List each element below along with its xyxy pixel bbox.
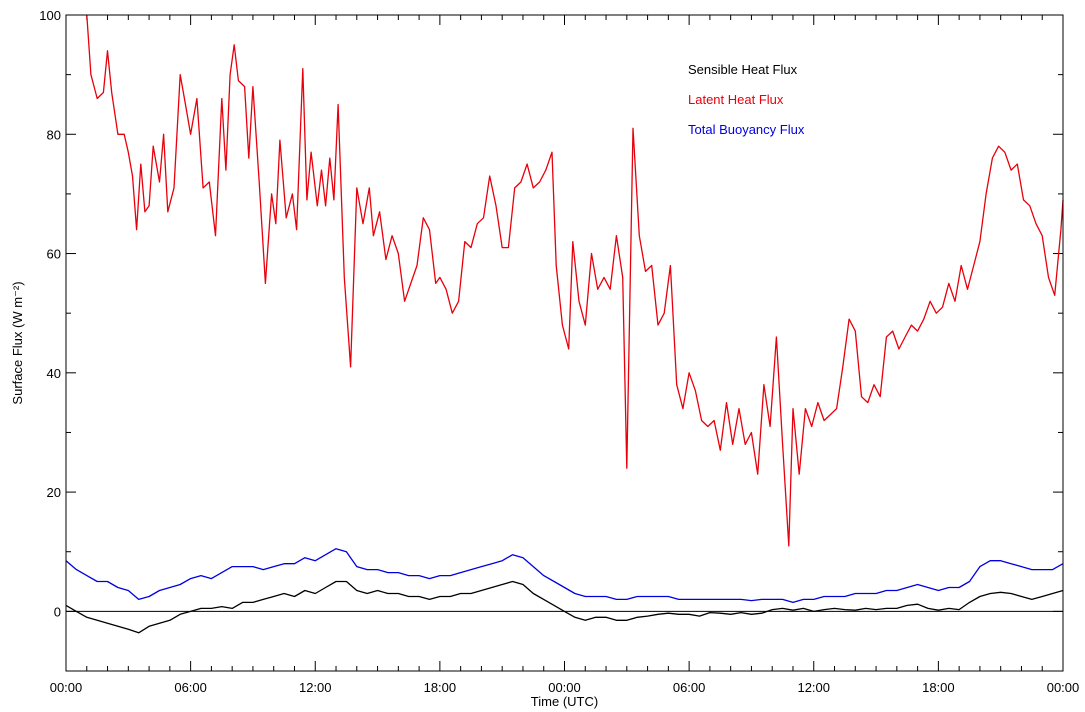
series-lines	[65, 14, 1064, 634]
x-tick-labels: 00:00 06:00 12:00 18:00 00:00 06:00 12:00 18:00…	[50, 680, 1080, 695]
y-tick-label: 100	[39, 8, 61, 23]
series-line-2	[65, 548, 1064, 604]
x-tick-label: 18:00	[922, 680, 955, 695]
x-tick-label: 12:00	[797, 680, 830, 695]
x-tick-label: 06:00	[673, 680, 706, 695]
y-tick-label: 80	[47, 127, 61, 142]
x-tick-label: 00:00	[50, 680, 83, 695]
y-tick-label: 40	[47, 366, 61, 381]
legend: Sensible Heat Flux Latent Heat Flux Total …	[688, 62, 805, 137]
x-tick-label: 00:00	[548, 680, 581, 695]
legend-entry-2: Total Buoyancy Flux	[688, 122, 805, 137]
x-tick-label: 00:00	[1047, 680, 1080, 695]
legend-entry-0: Sensible Heat Flux	[688, 62, 798, 77]
y-axis-title: Surface Flux (W m⁻²)	[10, 281, 25, 404]
x-axis-title: Time (UTC)	[531, 694, 598, 709]
y-tick-label: 0	[54, 604, 61, 619]
axis-ticks	[65, 14, 1064, 672]
series-line-0	[65, 580, 1064, 634]
y-tick-label: 20	[47, 485, 61, 500]
x-tick-label: 18:00	[424, 680, 457, 695]
x-tick-label: 06:00	[174, 680, 207, 695]
y-tick-label: 60	[47, 247, 61, 262]
legend-entry-1: Latent Heat Flux	[688, 92, 784, 107]
plot-frame	[65, 14, 1064, 672]
x-tick-label: 12:00	[299, 680, 332, 695]
y-tick-labels: 0 20 40 60 80 100	[39, 8, 61, 619]
series-line-1	[86, 14, 1064, 547]
